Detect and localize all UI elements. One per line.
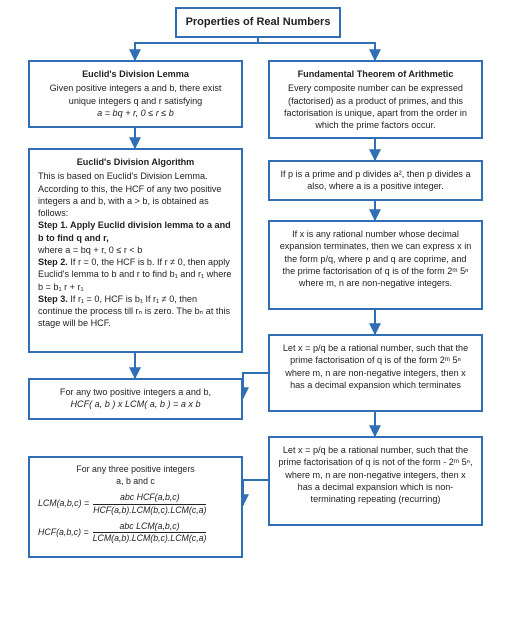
hcflcm-l1: For any two positive integers a and b, [60,387,211,397]
fta-body: Every composite number can be expressed … [284,83,467,130]
title-text: Properties of Real Numbers [186,16,331,28]
eda-step2: Step 2. If r = 0, the HCF is b. If r ≠ 0… [38,257,231,292]
lcm-num: abc HCF(a,b,c) [120,492,180,504]
hcf-den: LCM(a,b).LCM(b,c).LCM(c,a) [93,532,207,545]
hcf-fraction: abc LCM(a,b,c) LCM(a,b).LCM(b,c).LCM(c,a… [93,521,207,546]
hcf-lcm-product-box: For any two positive integers a and b, H… [28,378,243,420]
eda-step3: Step 3. If r₁ = 0, HCF is b₁ If r₁ ≠ 0, … [38,294,230,329]
non-terminating-box: Let x = p/q be a rational number, such t… [268,436,483,526]
three-integers-box: For any three positive integers a, b and… [28,456,243,558]
hcf-lhs: HCF(a,b,c) = [38,527,89,539]
fundamental-theorem-box: Fundamental Theorem of Arithmetic Every … [268,60,483,139]
connector-edge [243,480,268,505]
lcm-lhs: LCM(a,b,c) = [38,498,89,510]
euclid-division-lemma-box: Euclid's Division Lemma Given positive i… [28,60,243,128]
three-l1: For any three positive integers [38,464,233,476]
expansion-terminates-text: Let x = p/q be a rational number, such t… [283,343,468,390]
prime-divides-box: If p is a prime and p divides a², then p… [268,160,483,201]
non-terminating-text: Let x = p/q be a rational number, such t… [278,445,472,504]
hcf-num: abc LCM(a,b,c) [119,521,179,533]
edl-formula: a = bq + r, 0 ≤ r ≤ b [97,108,174,118]
edl-body: Given positive integers a and b, there e… [50,83,222,105]
expansion-terminates-box: Let x = p/q be a rational number, such t… [268,334,483,412]
lcm-fraction: abc HCF(a,b,c) HCF(a,b).LCM(b,c).LCM(c,a… [93,492,206,517]
hcflcm-l2: HCF( a, b ) x LCM( a, b ) = a x b [70,399,200,409]
connector-edge [243,373,268,398]
edl-heading: Euclid's Division Lemma [38,68,233,80]
fta-heading: Fundamental Theorem of Arithmetic [278,68,473,80]
prime-divides-text: If p is a prime and p divides a², then p… [280,169,470,191]
three-l2: a, b and c [38,476,233,488]
eda-l1: This is based on Euclid's Division Lemma… [38,171,221,218]
eda-heading: Euclid's Division Algorithm [38,156,233,168]
eda-step1-formula: where a = bq + r, 0 ≤ r < b [38,245,142,255]
hcf-formula-row: HCF(a,b,c) = abc LCM(a,b,c) LCM(a,b).LCM… [38,521,233,546]
lcm-den: HCF(a,b).LCM(b,c).LCM(c,a) [93,504,206,517]
rational-terminating-box: If x is any rational number whose decima… [268,220,483,310]
rational-terminating-text: If x is any rational number whose decima… [280,229,472,288]
title-box: Properties of Real Numbers [175,7,341,38]
eda-step1-label: Step 1. Apply Euclid division lemma to a… [38,220,231,242]
lcm-formula-row: LCM(a,b,c) = abc HCF(a,b,c) HCF(a,b).LCM… [38,492,233,517]
euclid-division-algorithm-box: Euclid's Division Algorithm This is base… [28,148,243,353]
